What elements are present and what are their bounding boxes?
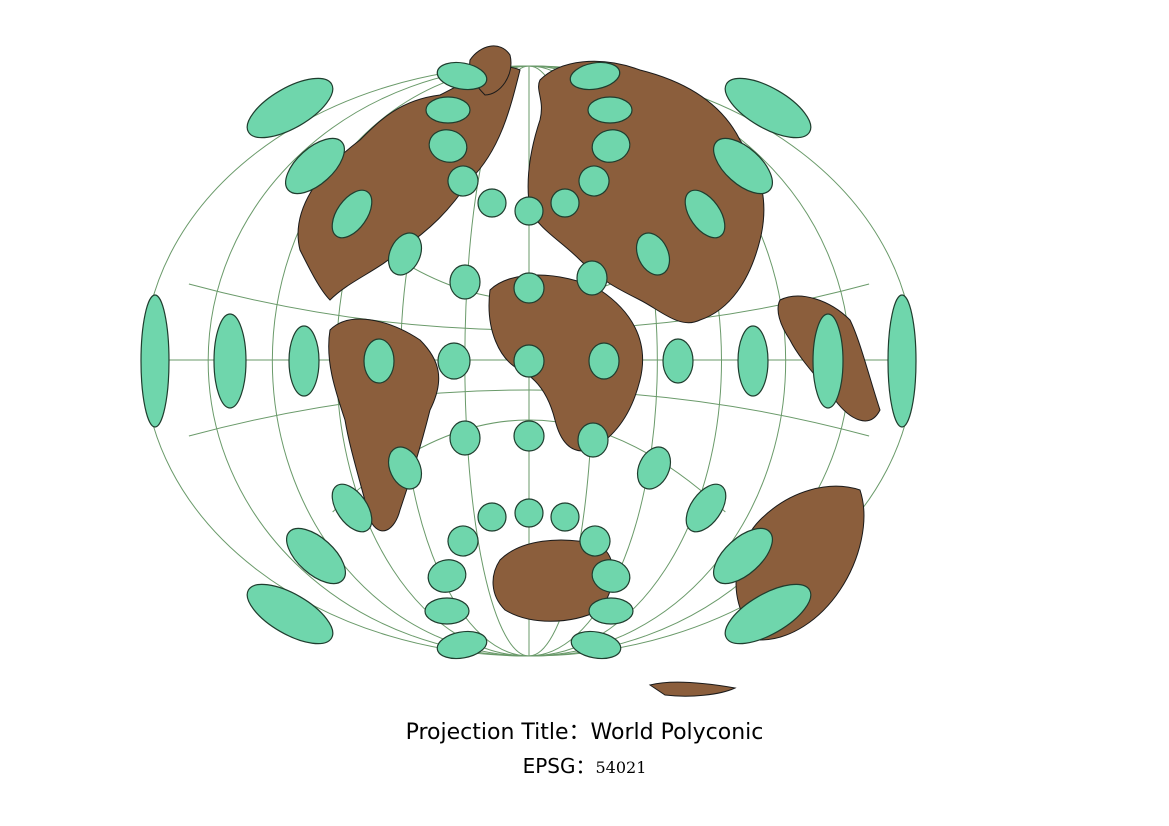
projection-title-value: World Polyconic [590, 720, 764, 745]
tissot-ellipse [578, 165, 610, 197]
epsg-code: EPSG：54021 [0, 750, 1169, 779]
tissot-ellipse [427, 559, 467, 593]
tissot-ellipse [437, 342, 471, 380]
tissot-ellipse [591, 559, 631, 593]
meridian-line [271, 65, 530, 657]
tissot-ellipse [477, 188, 507, 218]
tissot-ellipse [331, 189, 373, 239]
tissot-ellipse [213, 313, 247, 409]
tissot-ellipse [449, 264, 481, 300]
north-america [297, 66, 521, 301]
tissot-ellipse [285, 137, 345, 195]
epsg-label: EPSG： [522, 754, 596, 778]
tissot-ellipse [513, 272, 545, 304]
meridian-line [207, 65, 530, 657]
landmasses [297, 45, 881, 697]
tissot-ellipse [636, 446, 672, 490]
eurasia [527, 60, 765, 324]
south-america [328, 318, 440, 532]
africa [488, 274, 644, 452]
projection-title: Projection Title：World Polyconic [0, 714, 1169, 746]
tissot-ellipse [569, 61, 621, 91]
tissot-ellipse [737, 325, 769, 397]
tissot-ellipse [662, 338, 694, 384]
projection-title-label: Projection Title： [405, 720, 591, 745]
tissot-ellipse [140, 294, 170, 428]
tissot-ellipse [513, 344, 545, 378]
tissot-ellipse [514, 196, 544, 226]
tissot-ellipse [576, 260, 608, 296]
tissot-ellipse [331, 483, 373, 533]
tissot-ellipse [477, 502, 507, 532]
tissot-ellipse [449, 420, 481, 456]
tissot-ellipses [140, 61, 917, 660]
tissot-ellipse [436, 61, 488, 91]
tissot-ellipse [513, 420, 545, 452]
tissot-ellipse [428, 129, 468, 163]
tissot-ellipse [288, 325, 320, 397]
tissot-ellipse [387, 232, 423, 276]
tissot-ellipse [724, 583, 812, 645]
tissot-ellipse [588, 597, 634, 625]
tissot-ellipse [635, 232, 671, 276]
parallel-line [188, 389, 870, 437]
new-zealand [648, 681, 737, 697]
tissot-ellipse [713, 137, 773, 195]
tissot-ellipse [447, 525, 479, 557]
map-canvas [140, 45, 917, 697]
tissot-ellipse [424, 597, 470, 625]
tissot-ellipse [286, 527, 346, 585]
epsg-value: 54021 [595, 758, 647, 777]
tissot-ellipse [387, 446, 423, 490]
tissot-ellipse [577, 422, 609, 458]
tissot-ellipse [588, 342, 620, 380]
tissot-ellipse [550, 502, 580, 532]
tissot-ellipse [514, 498, 544, 528]
tissot-ellipse [579, 525, 611, 557]
tissot-ellipse [587, 96, 633, 124]
tissot-ellipse [570, 630, 622, 660]
tissot-ellipse [713, 527, 773, 585]
tissot-ellipse [436, 630, 488, 660]
tissot-ellipse [363, 338, 395, 384]
tissot-ellipse [685, 483, 727, 533]
tissot-ellipse [724, 77, 812, 139]
tissot-ellipse [684, 189, 726, 239]
tissot-ellipse [812, 313, 844, 409]
tissot-ellipse [246, 77, 334, 139]
tissot-ellipse [425, 96, 471, 124]
tissot-ellipse [550, 188, 580, 218]
tissot-ellipse [246, 583, 334, 645]
tissot-ellipse [591, 129, 631, 163]
tissot-ellipse [447, 165, 479, 197]
tissot-ellipse [887, 294, 917, 428]
